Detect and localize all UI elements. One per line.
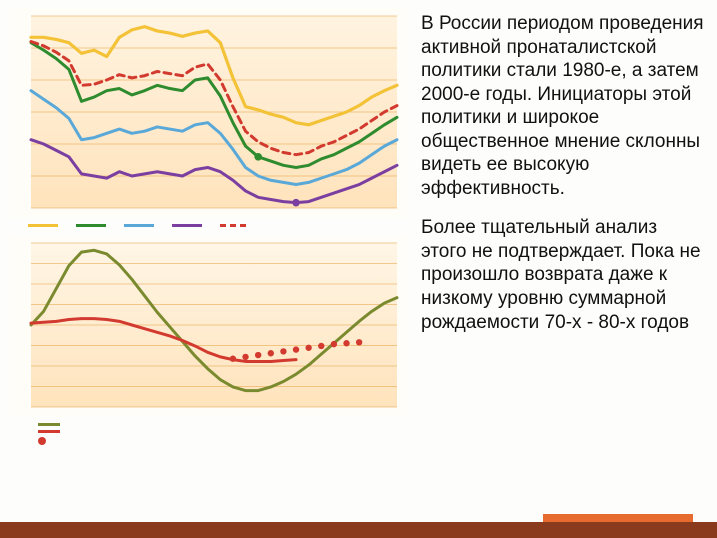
legend2-olive-line — [38, 423, 60, 426]
chart1-wrap — [9, 8, 407, 218]
text-column: В России периодом проведения активной пр… — [415, 0, 717, 538]
legend-swatch-dash — [220, 224, 250, 227]
legend2-red-dot — [38, 437, 46, 445]
chart2 — [9, 237, 407, 417]
paragraph-1: В России периодом проведения активной пр… — [421, 12, 705, 200]
paragraph-2: Более тщательный анализ этого не подтвер… — [421, 216, 705, 334]
legend-item — [76, 224, 106, 227]
legend-item — [220, 224, 250, 227]
legend-swatch-line — [172, 224, 202, 227]
legend-swatch-line — [76, 224, 106, 227]
legend-swatch-line — [28, 224, 58, 227]
footer-bar — [0, 522, 717, 538]
legend-item — [124, 224, 154, 227]
slide-container: В России периодом проведения активной пр… — [0, 0, 717, 538]
legend-swatch-line — [124, 224, 154, 227]
legend-item — [172, 224, 202, 227]
legend2-red-line — [38, 430, 60, 433]
chart1 — [9, 8, 407, 218]
chart2-legend — [8, 417, 407, 455]
charts-column — [0, 0, 415, 538]
legend-item — [28, 224, 58, 227]
chart2-wrap — [9, 237, 407, 417]
chart1-legend — [8, 218, 407, 237]
